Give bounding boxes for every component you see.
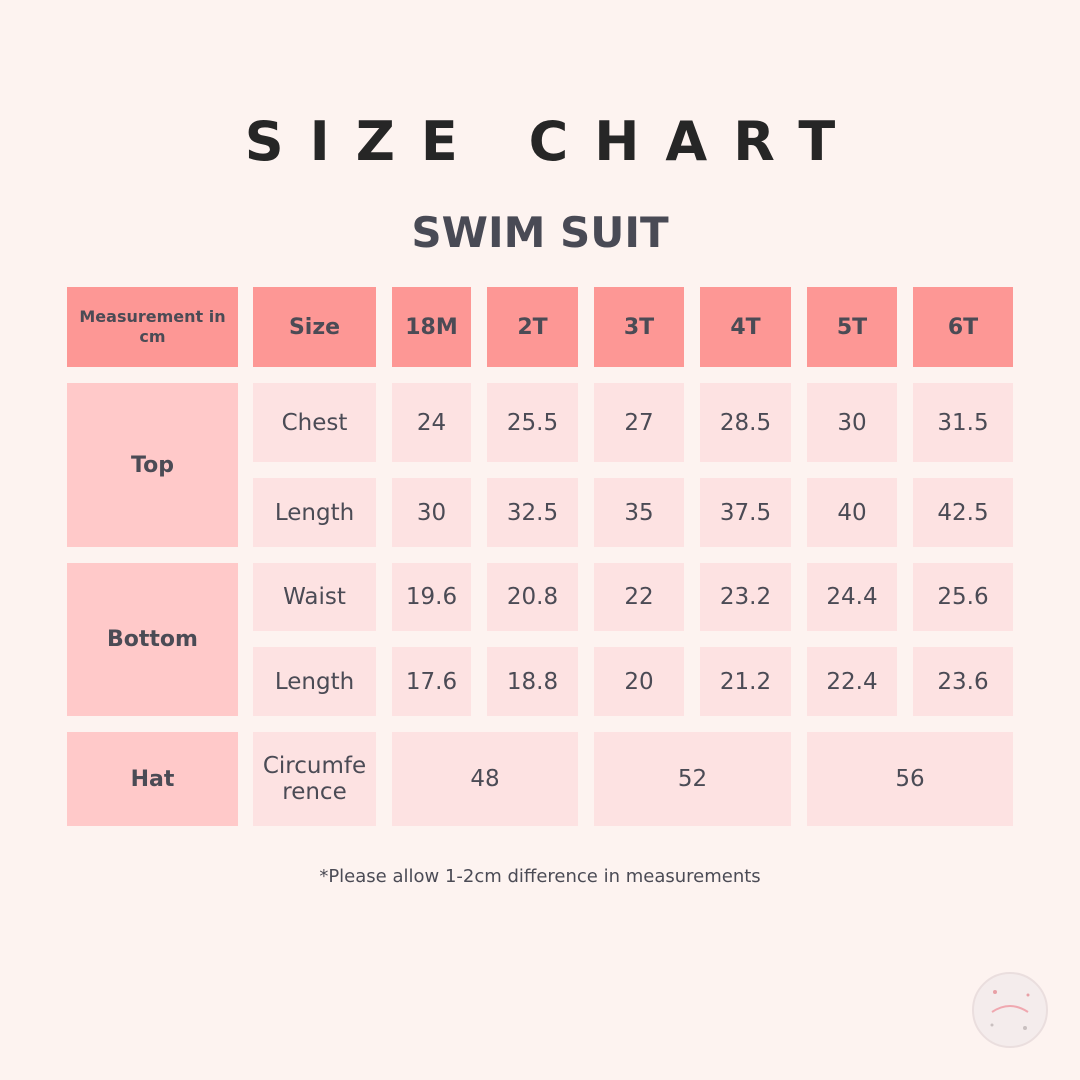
value-cell: 19.6 [392, 563, 471, 631]
row-label: Chest [253, 383, 376, 462]
value-cell: 42.5 [913, 478, 1013, 547]
value-cell: 35 [594, 478, 684, 547]
value-cell: 23.2 [700, 563, 791, 631]
group-label: Top [67, 383, 238, 547]
value-cell: 56 [807, 732, 1013, 826]
row-label: Circumference [253, 732, 376, 826]
column-header: 2T [487, 287, 578, 367]
subtitle: SWIM SUIT [411, 208, 669, 257]
value-cell: 27 [594, 383, 684, 462]
value-cell: 18.8 [487, 647, 578, 716]
row-label: Waist [253, 563, 376, 631]
logo [972, 972, 1048, 1048]
column-header: Measurement in cm [67, 287, 238, 367]
value-cell: 40 [807, 478, 897, 547]
value-cell: 21.2 [700, 647, 791, 716]
value-cell: 48 [392, 732, 578, 826]
row-label: Length [253, 478, 376, 547]
value-cell: 30 [807, 383, 897, 462]
value-cell: 31.5 [913, 383, 1013, 462]
value-cell: 52 [594, 732, 791, 826]
value-cell: 24.4 [807, 563, 897, 631]
title: SIZE CHART [244, 110, 862, 173]
value-cell: 20.8 [487, 563, 578, 631]
column-header: Size [253, 287, 376, 367]
value-cell: 22 [594, 563, 684, 631]
column-header: 18M [392, 287, 471, 367]
group-label: Hat [67, 732, 238, 826]
row-label: Length [253, 647, 376, 716]
value-cell: 17.6 [392, 647, 471, 716]
value-cell: 30 [392, 478, 471, 547]
value-cell: 28.5 [700, 383, 791, 462]
value-cell: 32.5 [487, 478, 578, 547]
value-cell: 37.5 [700, 478, 791, 547]
value-cell: 25.6 [913, 563, 1013, 631]
group-label: Bottom [67, 563, 238, 716]
note: *Please allow 1-2cm difference in measur… [319, 866, 761, 887]
value-cell: 24 [392, 383, 471, 462]
column-header: 3T [594, 287, 684, 367]
column-header: 6T [913, 287, 1013, 367]
value-cell: 23.6 [913, 647, 1013, 716]
value-cell: 25.5 [487, 383, 578, 462]
column-header: 5T [807, 287, 897, 367]
value-cell: 20 [594, 647, 684, 716]
column-header: 4T [700, 287, 791, 367]
value-cell: 22.4 [807, 647, 897, 716]
